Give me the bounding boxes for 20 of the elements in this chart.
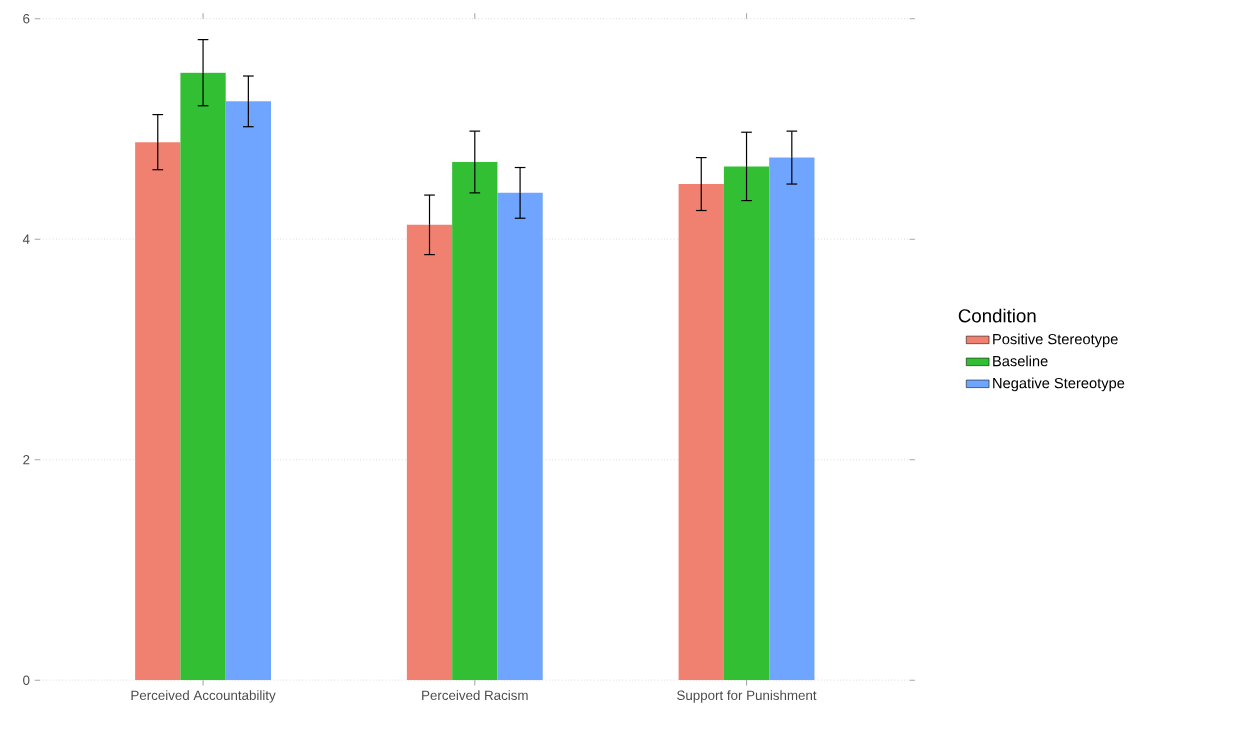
y-tick-label: 0 bbox=[23, 675, 30, 685]
x-tick-label: Perceived Accountability bbox=[131, 690, 276, 703]
legend-label: Baseline bbox=[993, 355, 1048, 367]
bar bbox=[769, 157, 815, 681]
legend-label: Negative Stereotype bbox=[993, 377, 1125, 392]
y-tick-label: 4 bbox=[22, 234, 30, 244]
bar bbox=[406, 224, 453, 681]
bar bbox=[135, 142, 181, 681]
legend-title: Condition bbox=[958, 308, 1036, 323]
legend-label: Positive Stereotype bbox=[993, 333, 1118, 348]
bar bbox=[225, 101, 271, 681]
bar bbox=[678, 184, 724, 681]
bar bbox=[497, 192, 543, 681]
y-tick-label: 6 bbox=[23, 14, 30, 24]
bar bbox=[723, 166, 770, 681]
bar bbox=[452, 162, 498, 681]
bar bbox=[180, 72, 226, 681]
x-tick-label: Perceived Racism bbox=[422, 690, 528, 701]
x-tick-label: Support for Punishment bbox=[677, 690, 817, 703]
y-tick-label: 2 bbox=[23, 455, 30, 465]
